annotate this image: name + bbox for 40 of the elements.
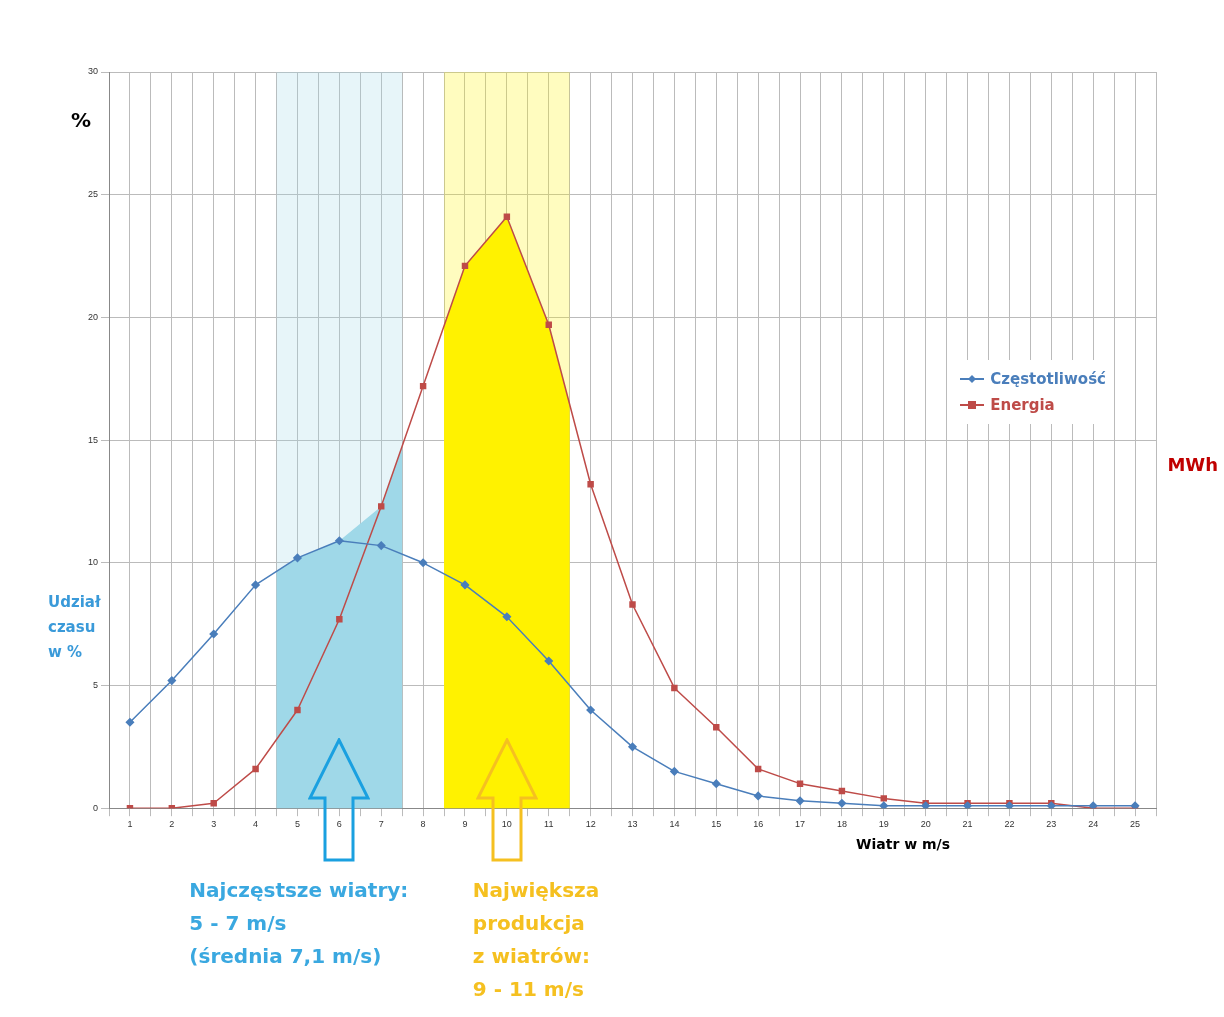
text: MWh xyxy=(1167,454,1218,475)
x-tick-label: 21 xyxy=(962,819,973,830)
x-tick-label: 1 xyxy=(127,819,133,830)
legend-label: Energia xyxy=(990,395,1055,416)
x-tick-label: 9 xyxy=(462,819,468,830)
y-tick-label: 5 xyxy=(93,679,99,690)
text: Udział czasu w % xyxy=(48,593,101,661)
y-tick-label: 15 xyxy=(88,434,99,445)
x-tick-label: 3 xyxy=(211,819,217,830)
y-tick-label: 20 xyxy=(88,311,99,322)
x-tick-label: 18 xyxy=(836,819,847,830)
x-tick-label: 7 xyxy=(378,819,384,830)
x-tick-label: 23 xyxy=(1046,819,1057,830)
x-tick-label: 5 xyxy=(294,819,300,830)
x-tick-label: 14 xyxy=(669,819,680,830)
x-tick-label: 22 xyxy=(1004,819,1015,830)
y-tick-label: 10 xyxy=(88,557,99,568)
y-tick-label: 30 xyxy=(88,66,99,77)
y-tick-label: 0 xyxy=(93,802,99,813)
x-tick-label: 16 xyxy=(753,819,764,830)
x-tick-label: 24 xyxy=(1088,819,1099,830)
y-axis-title: % xyxy=(71,108,92,132)
x-tick-label: 15 xyxy=(711,819,722,830)
x-tick-label: 12 xyxy=(585,819,596,830)
x-tick-label: 13 xyxy=(627,819,638,830)
x-tick-label: 19 xyxy=(878,819,889,830)
text: Najczęstsze wiatry: 5 - 7 m/s (średnia 7,1 m/s) xyxy=(189,878,409,969)
text: Największa produkcja z wiatrów: 9 - 11 m/s xyxy=(472,878,600,1002)
x-tick-label: 20 xyxy=(920,819,931,830)
x-tick-label: 10 xyxy=(501,819,512,830)
y-tick-label: 25 xyxy=(88,189,99,200)
x-axis-title: Wiatr w m/s xyxy=(856,836,951,853)
x-tick-label: 17 xyxy=(795,819,806,830)
x-tick-label: 4 xyxy=(253,819,259,830)
legend-label: Częstotliwość xyxy=(990,369,1106,390)
x-tick-label: 6 xyxy=(336,819,342,830)
x-tick-label: 8 xyxy=(420,819,426,830)
x-tick-label: 25 xyxy=(1130,819,1141,830)
x-tick-label: 11 xyxy=(544,819,554,830)
x-tick-label: 2 xyxy=(169,819,175,830)
